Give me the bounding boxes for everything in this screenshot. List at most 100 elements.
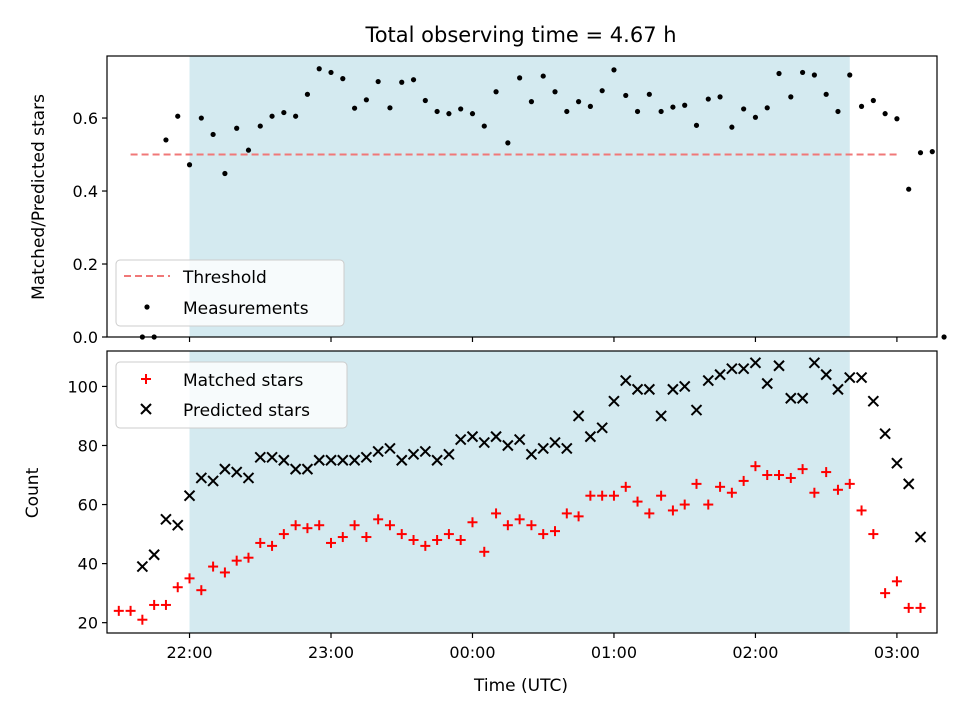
measurement-point	[481, 123, 487, 129]
predicted-star-point	[667, 383, 679, 396]
matched-star-point	[479, 546, 490, 557]
measurement-point	[587, 103, 593, 109]
predicted-star-point	[726, 363, 738, 375]
matched-star-point	[290, 520, 301, 531]
predicted-star-point	[301, 463, 314, 475]
count-panel: 20 40 60 80 100 22:00 23:00 00:00 01:00 02:00 03:…	[23, 350, 938, 696]
matched-star-point	[502, 520, 513, 531]
matched-star-point	[455, 534, 466, 545]
measurement-point	[528, 99, 535, 105]
measurement-point	[623, 92, 629, 99]
predicted-star-point	[608, 395, 620, 407]
predicted-star-point	[891, 457, 903, 469]
measurement-point	[776, 70, 782, 77]
predicted-star-point	[478, 436, 490, 449]
matched-star-point	[844, 478, 855, 489]
matched-star-point	[443, 529, 454, 540]
predicted-star-point	[372, 445, 384, 458]
predicted-star-point	[561, 442, 573, 455]
measurement-point	[351, 105, 358, 111]
matched-star-point	[868, 529, 879, 540]
count-y-ticks: 20 40 60 80 100	[67, 377, 107, 633]
measurement-point	[175, 113, 181, 119]
predicted-star-point	[242, 472, 255, 484]
matched-star-point	[243, 552, 254, 563]
matched-star-point	[703, 499, 714, 510]
matched-star-point	[278, 529, 289, 540]
measurement-point	[387, 105, 393, 111]
matched-star-point	[491, 508, 502, 519]
predicted-star-point	[596, 422, 608, 434]
measurement-point	[941, 334, 947, 340]
measurement-point	[906, 186, 912, 192]
measurement-point	[328, 69, 334, 76]
legend-box	[115, 259, 345, 327]
measurement-points	[139, 66, 947, 340]
matched-star-point	[762, 470, 773, 481]
measurement-point	[658, 108, 664, 115]
matched-star-point	[208, 561, 219, 572]
matched-star-point	[797, 464, 808, 475]
predicted-star-point	[832, 383, 844, 396]
matched-star-point	[137, 614, 148, 625]
matched-star-point	[314, 520, 325, 531]
predicted-star-point	[902, 478, 915, 490]
measurement-point	[552, 89, 558, 95]
predicted-star-point	[643, 383, 656, 396]
legend-box	[115, 361, 348, 429]
measurement-point	[894, 116, 900, 122]
matched-star-point	[526, 520, 537, 531]
measurement-point	[363, 97, 369, 103]
predicted-star-point	[136, 560, 149, 573]
measurement-point	[611, 67, 617, 73]
matched-star-point	[302, 523, 313, 534]
measurement-point	[222, 170, 228, 177]
predicted-star-point	[549, 436, 561, 449]
matched-star-point	[821, 467, 832, 478]
measurement-point	[599, 88, 605, 94]
predicted-star-point	[785, 392, 797, 404]
matched-star-point	[903, 602, 914, 613]
matched-star-point	[538, 529, 549, 540]
matched-star-point	[856, 505, 867, 516]
matched-star-point	[608, 490, 619, 501]
matched-star-point	[408, 534, 419, 545]
x-tick-label: 23:00	[308, 643, 354, 662]
measurement-point	[752, 114, 759, 120]
measurement-point	[741, 106, 747, 112]
predicted-star-point	[584, 430, 597, 443]
measurement-point	[799, 69, 806, 76]
measurement-point	[257, 123, 263, 129]
measurement-point	[882, 111, 888, 117]
measurement-point	[634, 108, 641, 115]
predicted-star-point	[914, 531, 927, 543]
predicted-star-point	[396, 454, 408, 466]
count-points	[113, 357, 927, 625]
count-y-tick-label: 60	[78, 496, 98, 515]
predicted-star-point	[183, 489, 196, 502]
predicted-star-point	[620, 374, 632, 387]
ratio-axes-frame	[106, 55, 938, 338]
predicted-star-point	[230, 466, 243, 478]
predicted-star-point	[490, 430, 502, 443]
legend-predicted-label: Predicted stars	[183, 401, 310, 421]
predicted-star-point	[879, 427, 891, 440]
predicted-star-point	[844, 371, 856, 384]
matched-star-point	[785, 472, 796, 483]
measurement-point	[340, 76, 346, 82]
measurement-point	[705, 96, 711, 102]
matched-star-point	[738, 475, 749, 486]
predicted-star-point	[537, 442, 549, 455]
legend-threshold-label: Threshold	[182, 268, 267, 288]
predicted-star-point	[690, 404, 703, 416]
predicted-star-point	[207, 475, 219, 487]
ratio-panel: 0.0 0.2 0.4 0.6 Total observing time = 4.67…	[29, 23, 947, 347]
matched-star-point	[184, 573, 195, 584]
matched-star-point	[691, 478, 702, 489]
matched-star-point	[726, 487, 737, 498]
predicted-star-point	[749, 357, 762, 369]
matched-star-point	[384, 520, 395, 531]
matched-star-point	[880, 588, 891, 599]
predicted-star-point	[714, 368, 726, 381]
measurement-point	[434, 108, 440, 115]
